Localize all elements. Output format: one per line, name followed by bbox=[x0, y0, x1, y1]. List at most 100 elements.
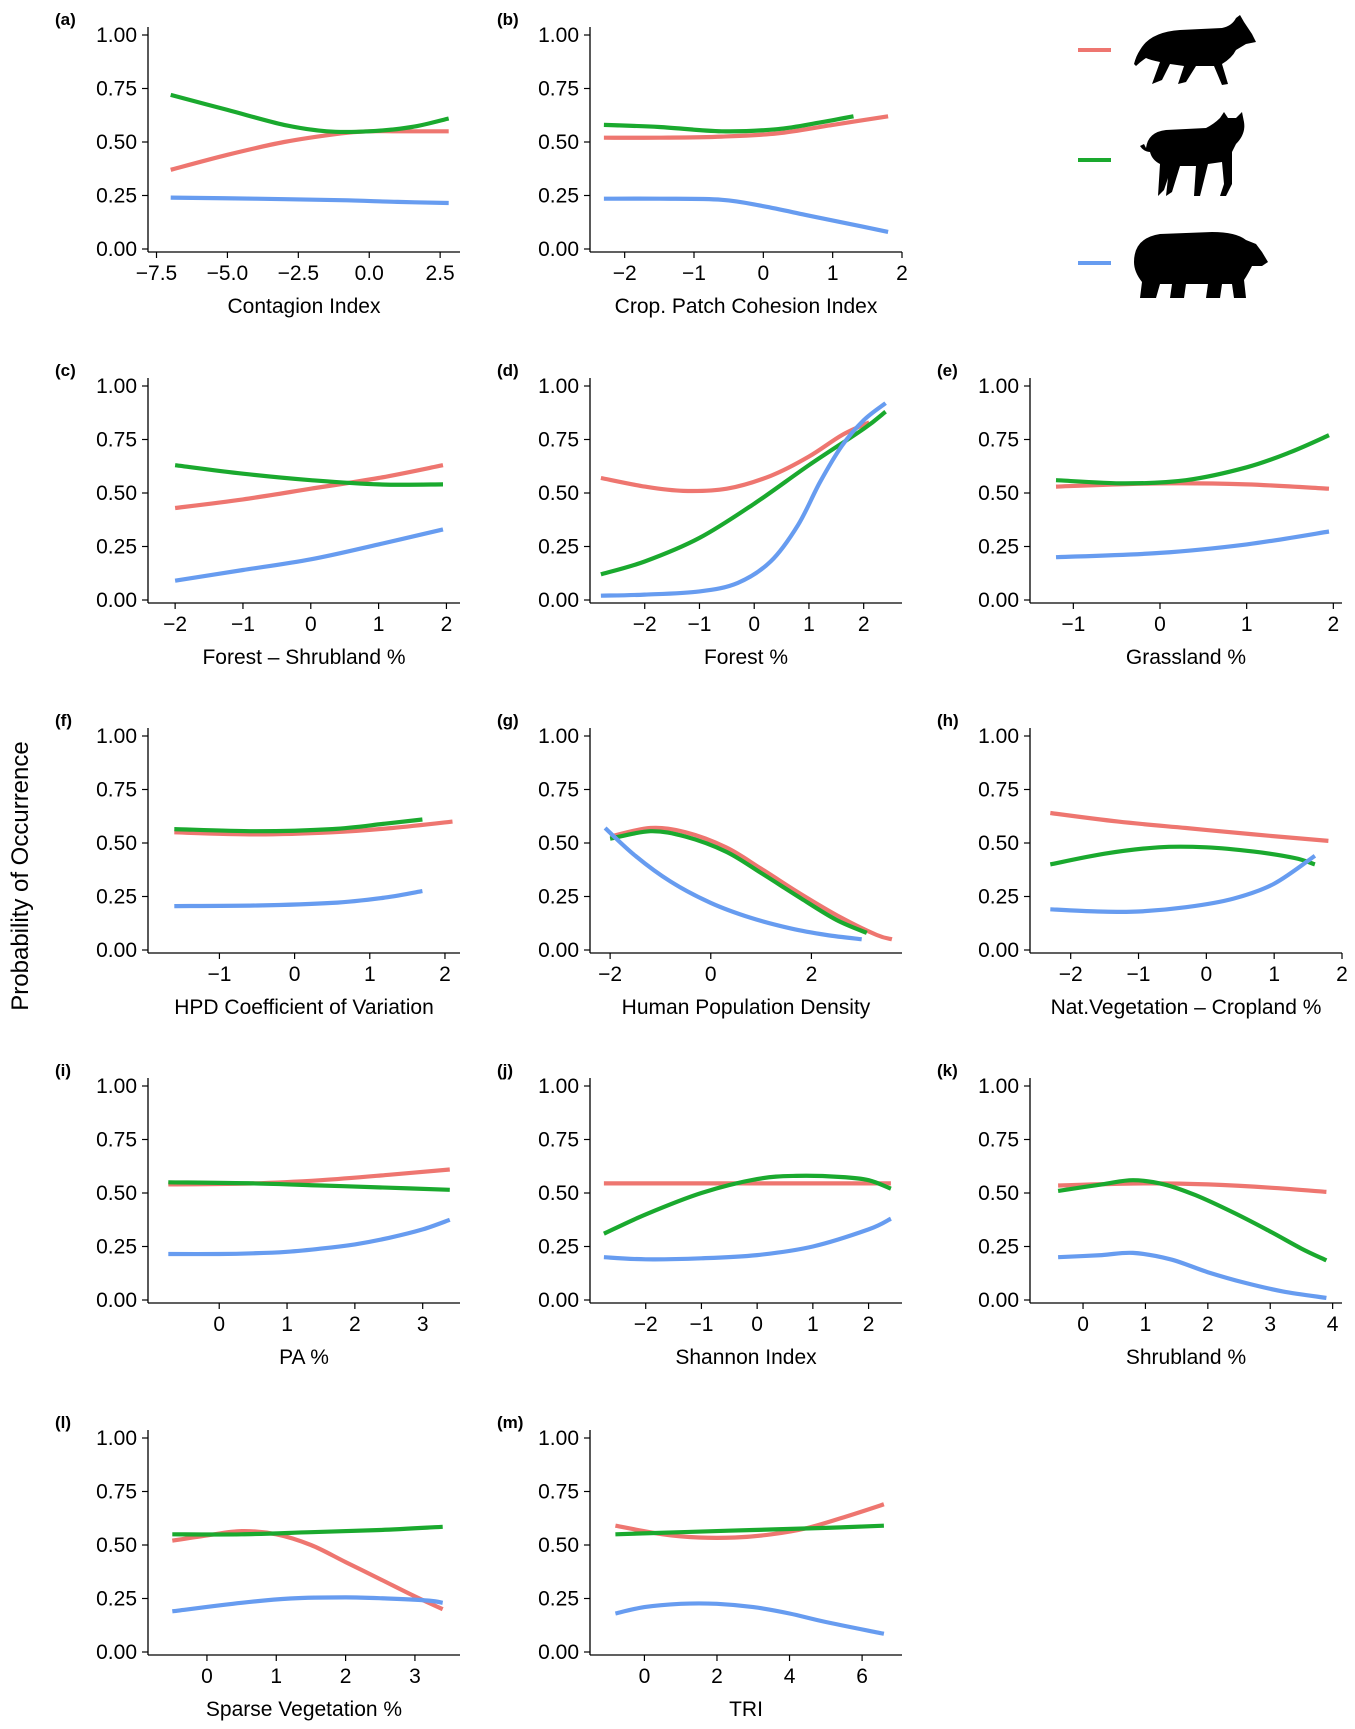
x-tick-label: 0 bbox=[705, 963, 717, 986]
panel-tag: (b) bbox=[497, 10, 519, 29]
x-axis-title: Human Population Density bbox=[622, 996, 871, 1019]
x-tick-label: −1 bbox=[689, 1313, 713, 1336]
x-tick-label: 2 bbox=[858, 613, 870, 636]
x-tick-label: −7.5 bbox=[136, 262, 177, 285]
y-tick-label: 0.75 bbox=[978, 1129, 1019, 1152]
panel-g: (g) 0.00 0.25 0.50 0.75 1.00 −2 0 2 Human Populat… bbox=[497, 711, 902, 1019]
x-tick-label: 4 bbox=[1327, 1313, 1339, 1336]
x-tick-label: 1 bbox=[1140, 1313, 1152, 1336]
panel-tag: (a) bbox=[55, 10, 76, 29]
x-axis-title: Forest – Shrubland % bbox=[202, 646, 405, 669]
series-line-bear bbox=[603, 1216, 892, 1262]
y-tick-label: 1.00 bbox=[96, 725, 137, 748]
y-tick-label: 0.25 bbox=[96, 886, 137, 909]
y-tick-label: 0.75 bbox=[96, 1481, 137, 1504]
series-line-lynx bbox=[609, 829, 868, 935]
x-tick-label: 0 bbox=[201, 1665, 213, 1688]
series-line-lynx bbox=[1057, 1178, 1328, 1263]
y-tick-label: 0.00 bbox=[538, 1641, 579, 1664]
x-tick-label: 0 bbox=[289, 963, 301, 986]
x-tick-label: 1 bbox=[364, 963, 376, 986]
x-tick-label: 1 bbox=[281, 1313, 293, 1336]
y-tick-label: 1.00 bbox=[978, 375, 1019, 398]
y-tick-label: 1.00 bbox=[96, 1075, 137, 1098]
y-tick-label: 0.75 bbox=[978, 779, 1019, 802]
y-tick-label: 0.75 bbox=[538, 429, 579, 452]
y-tick-label: 0.00 bbox=[96, 589, 137, 612]
x-tick-label: −1 bbox=[687, 613, 711, 636]
y-tick-label: 0.75 bbox=[538, 779, 579, 802]
bear-icon bbox=[1134, 232, 1268, 298]
y-tick-label: 0.00 bbox=[978, 1289, 1019, 1312]
x-tick-label: 6 bbox=[856, 1665, 868, 1688]
x-tick-label: 3 bbox=[417, 1313, 429, 1336]
series-line-bear bbox=[1050, 854, 1317, 914]
y-tick-label: 0.00 bbox=[538, 1289, 579, 1312]
x-tick-label: 2 bbox=[1336, 963, 1348, 986]
x-tick-label: 2.5 bbox=[426, 262, 455, 285]
y-tick-label: 0.00 bbox=[978, 589, 1019, 612]
x-tick-label: 2 bbox=[1202, 1313, 1214, 1336]
y-tick-label: 0.00 bbox=[538, 589, 579, 612]
y-tick-label: 0.50 bbox=[978, 1182, 1019, 1205]
x-tick-label: 1 bbox=[1268, 963, 1280, 986]
lynx-icon bbox=[1140, 112, 1245, 196]
y-axis-title: Probability of Occurrence bbox=[7, 741, 34, 1010]
x-tick-label: −1 bbox=[207, 963, 231, 986]
y-tick-label: 1.00 bbox=[538, 24, 579, 47]
x-tick-label: −1 bbox=[682, 262, 706, 285]
panel-tag: (l) bbox=[55, 1413, 71, 1432]
y-tick-label: 0.25 bbox=[96, 536, 137, 559]
y-tick-label: 0.25 bbox=[538, 1236, 579, 1259]
legend bbox=[1078, 15, 1268, 298]
series-line-lynx bbox=[615, 1523, 884, 1537]
x-tick-label: 2 bbox=[896, 262, 908, 285]
x-tick-label: 2 bbox=[441, 613, 453, 636]
y-tick-label: 0.50 bbox=[96, 1182, 137, 1205]
x-tick-label: −2 bbox=[633, 613, 657, 636]
x-tick-label: 3 bbox=[1264, 1313, 1276, 1336]
series-line-lynx bbox=[603, 114, 854, 134]
y-tick-label: 0.25 bbox=[538, 185, 579, 208]
y-tick-label: 0.50 bbox=[538, 482, 579, 505]
panel-tag: (d) bbox=[497, 361, 519, 380]
x-tick-label: 0 bbox=[639, 1665, 651, 1688]
y-tick-label: 1.00 bbox=[978, 1075, 1019, 1098]
x-axis-title: Sparse Vegetation % bbox=[206, 1698, 402, 1721]
x-tick-label: 0.0 bbox=[355, 262, 384, 285]
y-tick-label: 0.00 bbox=[978, 939, 1019, 962]
y-tick-label: 0.50 bbox=[538, 131, 579, 154]
y-tick-label: 0.25 bbox=[978, 886, 1019, 909]
x-tick-label: 0 bbox=[748, 613, 760, 636]
panels: (a) 0.00 0.25 0.50 0.75 1.00 −7.5 −5.0 −2.5 0.0 2.… bbox=[55, 10, 1348, 1721]
series-line-wolf bbox=[609, 825, 893, 942]
series-line-lynx bbox=[174, 817, 423, 834]
series-line-wolf bbox=[1050, 810, 1329, 843]
x-tick-label: 2 bbox=[1327, 613, 1339, 636]
y-tick-label: 0.00 bbox=[96, 939, 137, 962]
y-tick-label: 0.50 bbox=[96, 131, 137, 154]
wolf-icon bbox=[1134, 15, 1256, 85]
y-tick-label: 1.00 bbox=[96, 24, 137, 47]
series-line-lynx bbox=[1055, 433, 1330, 486]
x-axis-title: PA % bbox=[279, 1346, 329, 1369]
x-axis-title: Grassland % bbox=[1126, 646, 1246, 669]
y-tick-label: 0.50 bbox=[96, 832, 137, 855]
series-line-wolf bbox=[174, 819, 453, 837]
y-tick-label: 0.75 bbox=[538, 1481, 579, 1504]
series-line-lynx bbox=[600, 410, 887, 577]
x-tick-label: −1 bbox=[231, 613, 255, 636]
series-line-wolf bbox=[600, 420, 871, 494]
series-line-lynx bbox=[174, 463, 444, 487]
series-line-bear bbox=[1055, 529, 1330, 560]
x-tick-label: −2 bbox=[163, 613, 187, 636]
panel-d: (d) 0.00 0.25 0.50 0.75 1.00 −2 −1 0 1 2 Forest % bbox=[497, 361, 902, 669]
series-line-bear bbox=[614, 1601, 885, 1636]
y-tick-label: 0.50 bbox=[96, 1534, 137, 1557]
x-tick-label: 3 bbox=[409, 1665, 421, 1688]
y-tick-label: 0.50 bbox=[538, 1534, 579, 1557]
x-tick-label: 1 bbox=[803, 613, 815, 636]
x-tick-label: 1 bbox=[1241, 613, 1253, 636]
